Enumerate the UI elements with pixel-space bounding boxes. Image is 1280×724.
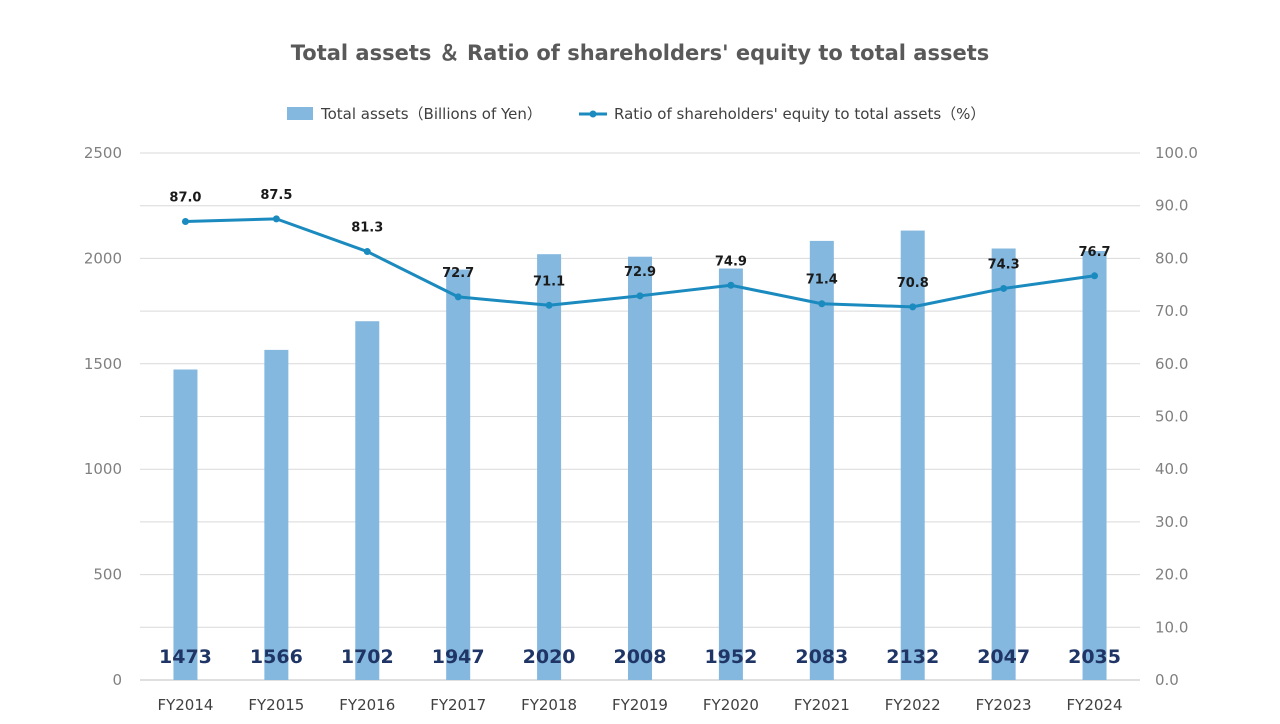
y-left-tick-label: 1000 — [84, 460, 122, 478]
y-axis-left: 0 500 1000 1500 2000 2500 — [84, 144, 122, 689]
line-point — [727, 281, 735, 289]
legend: Total assets（Billions of Yen） Ratio of s… — [287, 105, 985, 123]
line-data-label: 74.9 — [715, 254, 747, 269]
line-data-label: 72.7 — [442, 266, 474, 281]
x-tick-label: FY2021 — [794, 696, 850, 714]
line-series — [181, 215, 1099, 311]
x-tick-label: FY2022 — [885, 696, 941, 714]
line-data-label: 71.4 — [806, 273, 838, 288]
line-data-label: 74.3 — [988, 257, 1020, 272]
bar — [264, 349, 289, 680]
y-left-tick-label: 2500 — [84, 144, 122, 162]
y-left-tick-label: 1500 — [84, 355, 122, 373]
bar — [1082, 251, 1107, 680]
line-data-label: 70.8 — [897, 276, 929, 291]
bar — [173, 369, 198, 680]
line-point — [818, 300, 826, 308]
y-right-tick-label: 100.0 — [1155, 144, 1198, 162]
bar-data-label: 2047 — [977, 646, 1030, 668]
y-right-tick-label: 50.0 — [1155, 408, 1188, 426]
bar — [446, 269, 471, 680]
y-left-tick-label: 500 — [93, 566, 122, 584]
line-data-label: 87.0 — [169, 191, 201, 206]
y-right-tick-label: 20.0 — [1155, 566, 1188, 584]
x-tick-label: FY2016 — [339, 696, 395, 714]
bar-data-label: 2020 — [523, 646, 576, 668]
y-left-tick-label: 0 — [112, 671, 122, 689]
x-tick-label: FY2014 — [157, 696, 213, 714]
bar-data-label: 1952 — [704, 646, 757, 668]
bar-data-label: 1702 — [341, 646, 394, 668]
y-right-tick-label: 10.0 — [1155, 618, 1188, 636]
bar — [355, 321, 380, 680]
line-point — [636, 292, 644, 300]
bar — [809, 240, 834, 680]
legend-bar-swatch — [287, 107, 313, 120]
y-right-tick-label: 0.0 — [1155, 671, 1179, 689]
bar — [900, 230, 925, 680]
x-tick-label: FY2023 — [976, 696, 1032, 714]
bar-series — [173, 230, 1107, 680]
bar-data-label: 1947 — [432, 646, 485, 668]
line-data-label: 76.7 — [1079, 245, 1111, 260]
y-right-tick-label: 30.0 — [1155, 513, 1188, 531]
bar-data-labels: 1473 1566 1702 1947 2020 2008 1952 2083 2132 2047… — [159, 646, 1121, 668]
line-point — [181, 218, 189, 226]
line-data-labels: 87.0 87.5 81.3 72.7 71.1 72.9 74.9 71.4 70.8 74.3… — [169, 188, 1110, 291]
x-tick-label: FY2024 — [1067, 696, 1123, 714]
line-point — [1091, 272, 1099, 280]
chart-title: Total assets ＆ Ratio of shareholders' eq… — [291, 41, 990, 65]
y-right-tick-label: 40.0 — [1155, 460, 1188, 478]
line-data-label: 71.1 — [533, 274, 565, 289]
legend-line-marker — [589, 110, 597, 118]
line-point — [363, 248, 371, 256]
y-right-tick-label: 90.0 — [1155, 197, 1188, 215]
x-tick-label: FY2020 — [703, 696, 759, 714]
bar — [537, 254, 562, 680]
bar — [718, 268, 743, 680]
legend-bar-label: Total assets（Billions of Yen） — [320, 105, 542, 123]
line-point — [1000, 284, 1008, 292]
y-right-tick-label: 60.0 — [1155, 355, 1188, 373]
bar-data-label: 2083 — [795, 646, 848, 668]
bar-data-label: 2035 — [1068, 646, 1121, 668]
y-right-tick-label: 80.0 — [1155, 249, 1188, 267]
bar-data-label: 1566 — [250, 646, 303, 668]
line-point — [272, 215, 280, 223]
line-data-label: 72.9 — [624, 265, 656, 280]
line-data-label: 81.3 — [351, 221, 383, 236]
x-tick-label: FY2019 — [612, 696, 668, 714]
x-tick-label: FY2018 — [521, 696, 577, 714]
line-point — [454, 293, 462, 301]
bar-data-label: 1473 — [159, 646, 212, 668]
bar — [628, 256, 652, 680]
y-left-tick-label: 2000 — [84, 249, 122, 267]
bar-data-label: 2008 — [614, 646, 667, 668]
legend-line-label: Ratio of shareholders' equity to total a… — [614, 105, 985, 123]
x-axis: FY2014 FY2015 FY2016 FY2017 FY2018 FY2019 FY20… — [157, 696, 1122, 714]
bar-data-label: 2132 — [886, 646, 939, 668]
line-point — [909, 303, 917, 311]
y-axis-right: 0.0 10.0 20.0 30.0 40.0 50.0 60.0 70.0 80.0 90.0 1… — [1155, 144, 1198, 689]
line-data-label: 87.5 — [260, 188, 292, 203]
x-tick-label: FY2017 — [430, 696, 486, 714]
line-point — [545, 301, 553, 309]
x-tick-label: FY2015 — [248, 696, 304, 714]
y-right-tick-label: 70.0 — [1155, 302, 1188, 320]
bar — [991, 248, 1016, 680]
